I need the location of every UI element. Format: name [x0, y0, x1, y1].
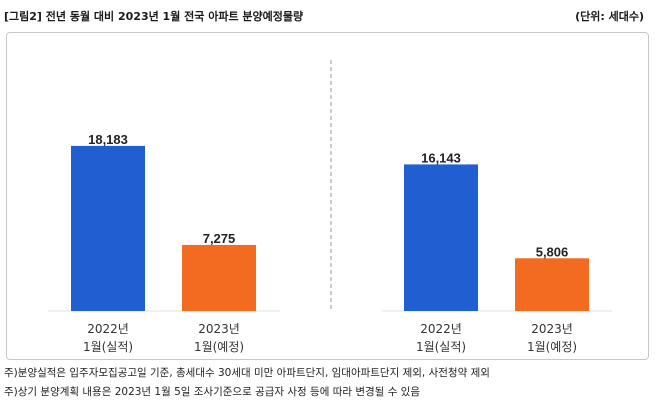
bar-chart: 18,183 2022년 1월(실적) 7,275 2023년 1월(예정) 16,143 2…	[48, 60, 612, 354]
value-label-1-2: 7,275	[203, 231, 236, 246]
chart-frame	[6, 32, 649, 360]
category-label-2-2-line-2: 1월(예정)	[527, 340, 577, 354]
header: [그림2] 전년 동월 대비 2023년 1월 전국 아파트 분양예정물량 (단…	[0, 0, 658, 30]
bar-2-2	[515, 258, 589, 311]
value-label-2-1: 16,143	[421, 150, 461, 165]
bar-1-1	[71, 145, 145, 311]
value-label-1-1: 18,183	[88, 132, 128, 147]
category-label-1-1-line-2: 1월(실적)	[83, 340, 133, 354]
unit-label: (단위: 세대수)	[575, 10, 644, 23]
category-label-2-1-line-2: 1월(실적)	[416, 340, 466, 354]
category-label-2-2-line-1: 2023년	[531, 322, 573, 336]
footnotes: 주)분양실적은 입주자모집공고일 기준, 총세대수 30세대 미만 아파트단지,…	[4, 364, 654, 402]
footnote-2: 주)상기 분양계획 내용은 2023년 1월 5일 조사기준으로 공급자 사정 …	[4, 386, 421, 398]
category-label-1-2-line-2: 1월(예정)	[194, 340, 244, 354]
value-label-2-2: 5,806	[536, 244, 569, 259]
category-label-2-1-line-1: 2022년	[420, 322, 462, 336]
footnote-1: 주)분양실적은 입주자모집공고일 기준, 총세대수 30세대 미만 아파트단지,…	[4, 367, 490, 379]
category-label-1-1-line-1: 2022년	[87, 322, 129, 336]
bar-1-2	[182, 244, 256, 311]
chart-title: [그림2] 전년 동월 대비 2023년 1월 전국 아파트 분양예정물량	[4, 10, 304, 23]
category-label-1-2-line-1: 2023년	[198, 322, 240, 336]
bar-2-1	[404, 164, 478, 311]
